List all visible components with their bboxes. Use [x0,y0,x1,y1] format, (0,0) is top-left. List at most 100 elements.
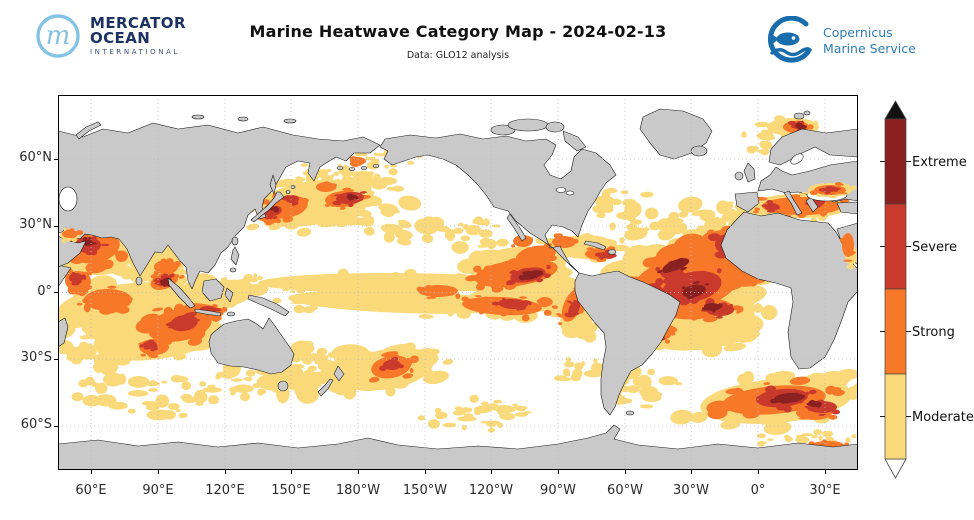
heat-speck [84,248,96,256]
lake-superior [555,187,567,193]
heat-speck [199,304,206,307]
heat-speck [789,376,811,386]
land-horn-of-africa [58,264,72,288]
heat-speck [507,258,519,266]
heat-speck [752,303,763,313]
land-aleutians-3 [348,167,356,171]
heat-speck [88,237,92,242]
heat-speck [511,244,516,248]
land-ireland [734,171,744,181]
heat-speck [376,306,387,313]
lon-tick-label: 60°W [607,483,643,498]
heat-region-severe [139,339,158,352]
heat-speck [451,241,469,254]
heat-speck [385,386,396,397]
heat-speck [811,434,818,439]
heat-speck [572,251,582,258]
heat-region-strong [507,242,558,269]
heat-speck [605,187,618,194]
heat-speck [350,282,359,287]
heat-speck [78,379,89,388]
heat-speck [418,314,434,319]
lon-tick-label: 120°W [468,483,514,498]
heat-speck [757,440,765,447]
heat-speck [626,204,634,208]
heat-speck [213,308,219,311]
heat-region-moderate [330,195,451,246]
land-new-guinea [247,294,290,317]
heat-speck [565,357,572,363]
heat-speck [639,404,654,409]
heat-speck [823,187,828,193]
heat-speck [154,401,159,407]
heat-speck [815,403,821,408]
heat-speck [783,405,792,413]
heat-speck [572,310,579,315]
lon-tick-label: 120°E [205,483,245,498]
heat-speck [784,434,790,439]
heat-speck [282,216,294,223]
heat-speck [773,115,786,122]
heat-speck [487,427,495,433]
heat-speck [149,329,160,338]
heat-speck [178,270,188,275]
heat-speck [335,283,340,288]
heat-speck [265,221,273,226]
heat-speck [399,364,404,369]
heat-speck [337,164,342,167]
heat-speck [807,407,813,411]
heat-speck [327,351,345,359]
heat-speck [363,287,371,291]
heat-speck [364,183,372,193]
heat-speck [808,389,817,395]
heat-speck [168,273,175,278]
heat-speck [537,272,544,276]
heat-speck [556,289,569,299]
copernicus-fish-icon [767,16,812,63]
heat-speck [828,414,838,420]
heat-speck [766,210,776,213]
heat-speck [547,255,558,262]
legend-segment-strong [884,288,907,375]
heat-speck [102,372,124,387]
heat-speck [168,325,175,329]
heat-speck [783,401,791,404]
heat-speck [810,399,815,403]
heat-speck [620,190,629,195]
heat-speck [675,275,683,281]
category-colorbar: Extreme Severe Strong Moderate [862,86,974,498]
heat-speck [668,269,672,273]
heat-speck [846,264,856,269]
heat-speck [463,413,474,419]
legend-segment-moderate [884,373,907,460]
heat-speck [357,209,372,217]
heat-speck [128,390,149,397]
lon-tick-label: 90°E [142,483,174,498]
heat-speck [447,307,454,317]
heat-speck [493,399,503,404]
heat-speck [512,403,519,407]
heat-speck [330,215,345,222]
heat-speck [127,376,150,388]
heat-speck [610,198,622,206]
heat-speck [107,285,117,289]
land-nz-south [317,378,334,397]
heat-speck [398,221,412,229]
heat-speck [681,286,686,290]
heat-speck [154,345,158,351]
heat-speck [843,234,849,240]
heat-speck [761,204,769,208]
heat-speck [435,413,442,420]
lon-tick-label: 60°E [75,483,107,498]
heat-speck [689,297,700,304]
heat-speck [121,338,137,348]
heat-speck [488,281,497,287]
heat-blob [648,311,764,351]
heat-speck [776,431,784,435]
legend-segment-severe [884,203,907,290]
heat-speck [71,281,80,286]
heat-speck [476,283,485,291]
heat-speck [453,410,465,415]
lon-tick-mark [157,470,159,474]
heat-speck [79,285,89,295]
